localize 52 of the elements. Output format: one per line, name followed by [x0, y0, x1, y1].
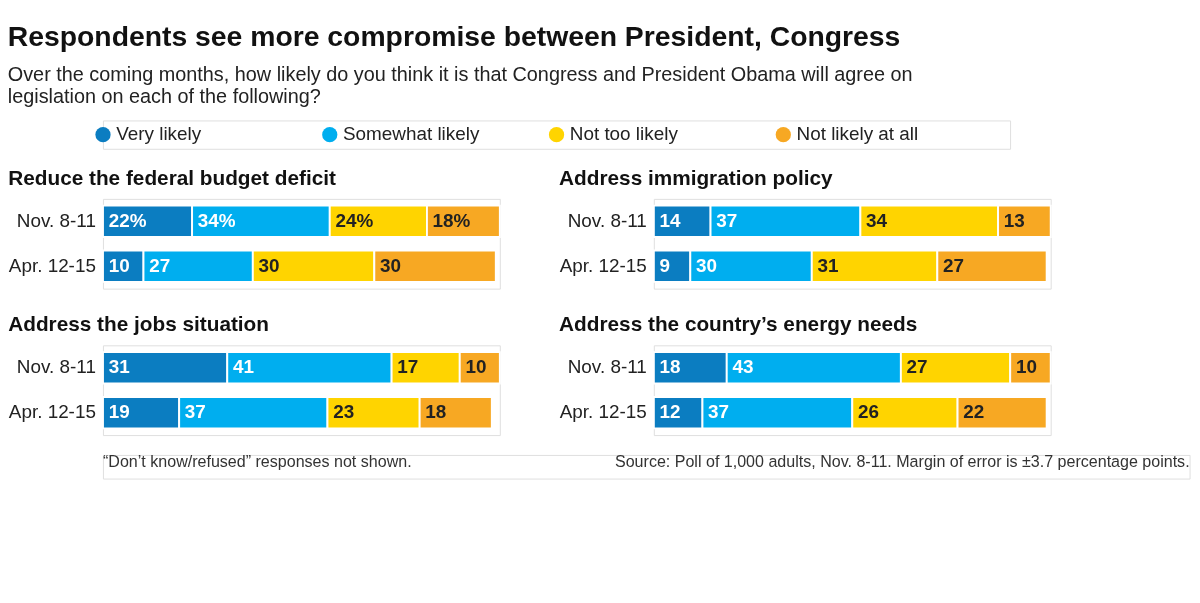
data-label: 41: [232, 356, 254, 378]
legend-label: Somewhat likely: [342, 123, 480, 145]
data-label: 19: [108, 401, 130, 423]
data-label: 10: [1015, 356, 1037, 378]
data-label: 37: [708, 401, 730, 423]
data-label: 31: [817, 254, 839, 276]
data-label: 30: [379, 254, 401, 276]
data-label: 13: [1003, 210, 1025, 231]
data-label: 43: [732, 356, 754, 378]
data-label: 26: [857, 401, 879, 423]
data-label: 22: [963, 401, 985, 423]
y-tick-label: Apr. 12-15: [559, 401, 647, 423]
y-tick-label: Nov. 8-11: [567, 210, 647, 231]
data-label: 27: [942, 254, 964, 276]
data-label: 22%: [108, 210, 147, 231]
data-label: 34%: [197, 210, 236, 231]
y-tick-label: Apr. 12-15: [8, 254, 96, 276]
data-label: 37: [716, 210, 738, 231]
text: Over the coming months, how likely do you think it is that Congress and President Obama will agree on legislation on each of the following?: [7, 63, 913, 107]
chart-title: Reduce the federal budget deficit: [8, 165, 337, 189]
data-label: 34: [866, 210, 888, 231]
data-label: 12: [659, 401, 681, 423]
data-label: 37: [184, 401, 206, 423]
chart-title: Address the country’s energy needs: [559, 312, 918, 336]
data-label: 18%: [432, 210, 471, 231]
source-note: Source: Poll of 1,000 adults, Nov. 8-11. Margin of error is ±3.7 percentage points.: [614, 452, 1190, 471]
data-label: 23: [333, 401, 355, 423]
chart-title: Address immigration policy: [559, 165, 834, 189]
data-label: 10: [465, 356, 487, 378]
data-label: 31: [108, 356, 130, 378]
y-tick-label: Apr. 12-15: [559, 254, 647, 276]
data-label: 24%: [335, 210, 374, 231]
legend-label: Not too likely: [569, 123, 679, 145]
chart-title: Address the jobs situation: [8, 312, 269, 336]
y-tick-label: Apr. 12-15: [8, 401, 96, 423]
text: Respondents see more compromise between President, Congress: [7, 20, 901, 53]
y-tick-label: Nov. 8-11: [567, 356, 647, 378]
data-label: 18: [659, 356, 681, 378]
data-label: 10: [108, 254, 130, 276]
data-label: 27: [149, 254, 171, 276]
data-label: 18: [425, 401, 447, 423]
data-label: 17: [397, 356, 419, 378]
text: “Don’t know/refused” responses not shown.: [102, 452, 412, 471]
data-label: 9: [659, 254, 671, 276]
legend-label: Not likely at all: [796, 123, 919, 145]
data-label: 14: [659, 210, 682, 231]
data-label: 27: [906, 356, 928, 378]
legend-label: Very likely: [116, 123, 202, 145]
y-tick-label: Nov. 8-11: [16, 356, 96, 378]
data-label: 30: [695, 254, 717, 276]
data-label: 30: [258, 254, 280, 276]
y-tick-label: Nov. 8-11: [16, 210, 96, 231]
